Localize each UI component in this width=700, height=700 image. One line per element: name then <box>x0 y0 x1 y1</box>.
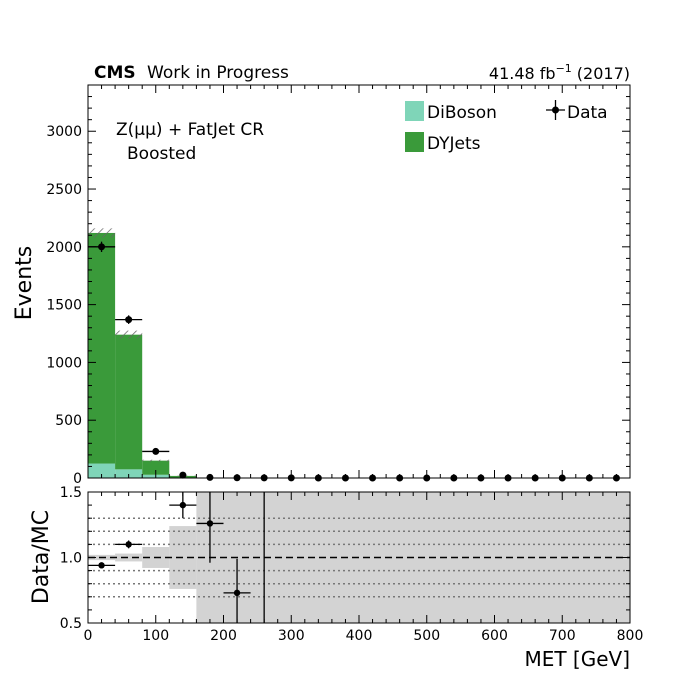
mc-uncertainty-bin-1 <box>115 330 143 339</box>
lumi-label: 41.48 fb−1 (2017) <box>489 62 630 83</box>
x-tick-label-100: 100 <box>142 628 169 644</box>
x-tick-label-400: 400 <box>346 628 373 644</box>
x-tick-label-200: 200 <box>210 628 237 644</box>
legend-label-dyjets: DYJets <box>427 134 481 154</box>
data-point-0 <box>98 243 106 251</box>
legend-swatch-dyjets <box>405 132 424 152</box>
ratio-panel: 0.5 1.0 1.5 0 100 200 300 400 500 600 700 800 <box>60 485 644 644</box>
region-label: Z(μμ) + FatJet CR <box>116 120 264 140</box>
region-sublabel: Boosted <box>127 144 196 164</box>
bar-dyjets-bin-1 <box>115 334 143 470</box>
legend-data-marker <box>552 106 559 114</box>
ratio-point-3 <box>206 520 214 527</box>
lumi-exponent: −1 <box>556 62 572 75</box>
mc-uncertainty-bin-0 <box>88 228 116 238</box>
legend: DiBoson DYJets Data <box>405 100 608 154</box>
ratio-y-tick-label-1.5: 1.5 <box>60 485 82 501</box>
data-point-1 <box>125 316 133 324</box>
lumi-year: (2017) <box>577 64 630 83</box>
legend-label-data: Data <box>567 103 608 123</box>
ratio-y-tick-label-1.0: 1.0 <box>60 551 82 567</box>
mc-uncertainty-bin-2 <box>142 459 170 462</box>
ratio-point-4 <box>233 589 241 597</box>
legend-label-diboson: DiBoson <box>427 103 497 123</box>
y-axis-title: Events <box>12 246 37 321</box>
bar-diboson-bin-1 <box>115 469 143 478</box>
x-tick-label-300: 300 <box>278 628 305 644</box>
x-tick-label-800: 800 <box>617 628 644 644</box>
ratio-point-0 <box>98 562 105 569</box>
y-tick-label-1500: 1500 <box>46 298 82 314</box>
y-tick-label-2000: 2000 <box>46 240 82 256</box>
x-tick-label-700: 700 <box>549 628 576 644</box>
main-panel: 0 500 1000 1500 2000 2500 3000 <box>46 84 631 487</box>
bar-dyjets-bin-2 <box>142 460 170 475</box>
status-label: Work in Progress <box>147 63 289 83</box>
x-tick-label-0: 0 <box>84 628 93 644</box>
experiment-label: CMS <box>94 63 136 83</box>
bar-dyjets-bin-0 <box>88 232 116 464</box>
bar-diboson-bin-0 <box>88 463 116 478</box>
y-tick-label-0: 0 <box>73 471 82 487</box>
ratio-point-2 <box>179 501 187 509</box>
y-tick-label-3000: 3000 <box>46 124 82 140</box>
x-axis-title: MET [GeV] <box>524 647 630 671</box>
ratio-y-tick-label-0.5: 0.5 <box>60 616 82 632</box>
y-tick-label-2500: 2500 <box>46 182 82 198</box>
ratio-unc-band-1 <box>115 553 143 562</box>
y-tick-label-500: 500 <box>55 413 82 429</box>
x-tick-label-500: 500 <box>413 628 440 644</box>
y-tick-label-1000: 1000 <box>46 355 82 371</box>
legend-swatch-diboson <box>405 101 424 121</box>
data-point-2 <box>152 447 160 455</box>
ratio-y-axis-title: Data/MC <box>29 510 54 604</box>
ratio-point-1 <box>125 541 132 548</box>
lumi-value: 41.48 fb <box>489 64 556 83</box>
x-tick-label-600: 600 <box>481 628 508 644</box>
